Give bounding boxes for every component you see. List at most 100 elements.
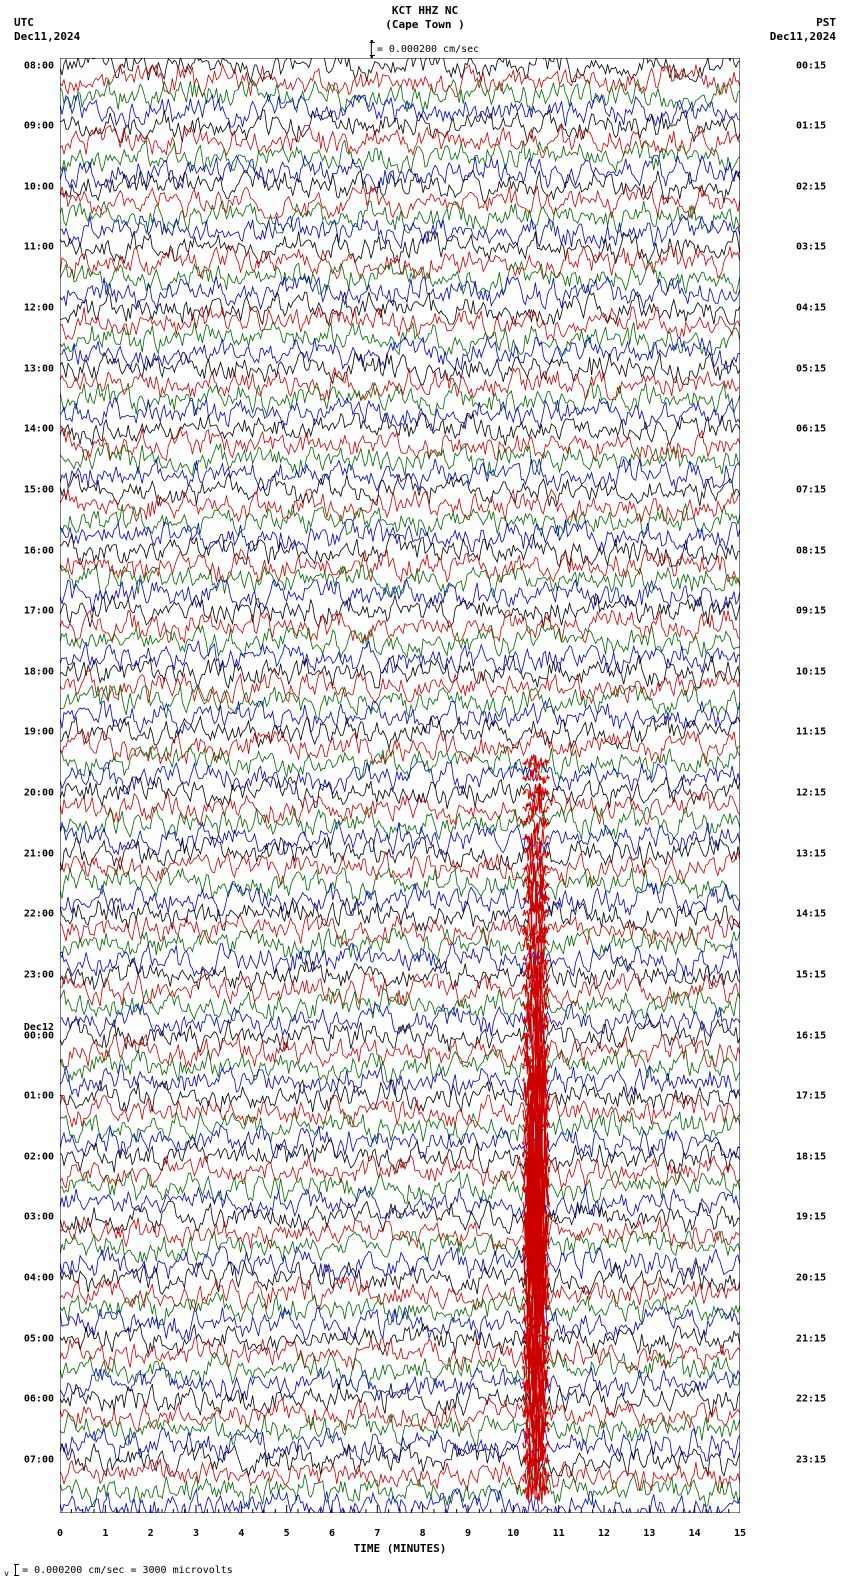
seismic-event <box>522 755 549 1504</box>
seismic-trace <box>60 216 740 248</box>
seismic-trace <box>60 989 740 1021</box>
scale-bar-icon <box>371 40 373 58</box>
seismic-trace <box>60 186 740 218</box>
pst-tick: 05:15 <box>796 363 826 374</box>
seismic-trace <box>60 322 740 354</box>
pst-tick: 17:15 <box>796 1091 826 1102</box>
pst-tick: 10:15 <box>796 666 826 677</box>
x-tick: 15 <box>734 1528 746 1539</box>
utc-tick: 03:00 <box>0 1212 54 1223</box>
utc-tick: 09:00 <box>0 121 54 132</box>
pst-tick: 02:15 <box>796 181 826 192</box>
utc-tick: 13:00 <box>0 363 54 374</box>
seismic-trace <box>60 110 740 142</box>
x-tick: 1 <box>102 1528 108 1539</box>
seismic-trace <box>60 610 740 642</box>
seismic-trace <box>60 1202 740 1234</box>
utc-tick: 16:00 <box>0 545 54 556</box>
utc-tick: 08:00 <box>0 60 54 71</box>
utc-tick: 07:00 <box>0 1454 54 1465</box>
pst-tick: 20:15 <box>796 1273 826 1284</box>
pst-tz-label: PST <box>816 16 836 29</box>
pst-tick: 00:15 <box>796 60 826 71</box>
seismic-trace <box>60 641 740 673</box>
pst-tick: 21:15 <box>796 1333 826 1344</box>
seismogram-plot <box>60 58 740 1513</box>
seismic-trace <box>60 1383 740 1415</box>
x-tick: 14 <box>689 1528 701 1539</box>
x-tick: 5 <box>284 1528 290 1539</box>
seismic-trace <box>60 595 740 627</box>
x-axis-title: TIME (MINUTES) <box>354 1542 447 1555</box>
utc-tick: 19:00 <box>0 727 54 738</box>
x-tick: 6 <box>329 1528 335 1539</box>
seismic-trace <box>60 1080 740 1112</box>
utc-tick: 21:00 <box>0 848 54 859</box>
pst-tick: 22:15 <box>796 1394 826 1405</box>
seismic-trace <box>60 535 740 567</box>
pst-tick: 16:15 <box>796 1030 826 1041</box>
utc-tick: 17:00 <box>0 606 54 617</box>
utc-tick: 06:00 <box>0 1394 54 1405</box>
seismic-trace <box>60 717 740 749</box>
x-tick: 11 <box>553 1528 565 1539</box>
seismic-trace <box>60 823 740 855</box>
seismic-trace <box>60 1399 740 1431</box>
pst-tick: 06:15 <box>796 424 826 435</box>
utc-date-label: Dec11,2024 <box>14 30 80 43</box>
utc-tick: 22:00 <box>0 909 54 920</box>
pst-tick: 08:15 <box>796 545 826 556</box>
seismic-trace <box>60 883 740 915</box>
seismic-trace <box>60 1308 740 1340</box>
utc-tick: 05:00 <box>0 1333 54 1344</box>
seismic-trace <box>60 1171 740 1203</box>
seismic-trace <box>60 1262 740 1294</box>
seismic-trace <box>60 565 740 597</box>
utc-tick: 18:00 <box>0 666 54 677</box>
x-tick: 0 <box>57 1528 63 1539</box>
pst-tick: 04:15 <box>796 303 826 314</box>
seismic-trace <box>60 398 740 430</box>
trace-canvas <box>60 58 740 1513</box>
pst-tick: 23:15 <box>796 1454 826 1465</box>
x-tick: 8 <box>420 1528 426 1539</box>
seismic-trace <box>60 156 740 188</box>
x-tick: 10 <box>507 1528 519 1539</box>
x-tick: 3 <box>193 1528 199 1539</box>
x-tick: 13 <box>643 1528 655 1539</box>
seismic-trace <box>60 141 740 173</box>
seismic-trace <box>60 1065 740 1097</box>
x-tick: 9 <box>465 1528 471 1539</box>
x-tick: 7 <box>374 1528 380 1539</box>
seismic-trace <box>60 459 740 491</box>
amplitude-scale-top: = 0.000200 cm/sec <box>371 40 479 58</box>
utc-tick: 10:00 <box>0 181 54 192</box>
utc-tick: 12:00 <box>0 303 54 314</box>
amplitude-scale-footer: v = 0.000200 cm/sec = 3000 microvolts <box>4 1565 233 1578</box>
seismic-trace <box>60 368 740 400</box>
location-title: (Cape Town ) <box>385 18 464 31</box>
utc-tick: 00:00 <box>0 1030 54 1041</box>
utc-tick: 15:00 <box>0 484 54 495</box>
pst-tick: 13:15 <box>796 848 826 859</box>
seismic-trace <box>60 656 740 688</box>
pst-tick: 18:15 <box>796 1151 826 1162</box>
utc-tick: 14:00 <box>0 424 54 435</box>
pst-date-label: Dec11,2024 <box>770 30 836 43</box>
pst-tick: 14:15 <box>796 909 826 920</box>
seismic-trace <box>60 701 740 733</box>
pst-tick: 12:15 <box>796 788 826 799</box>
seismic-trace <box>60 944 740 976</box>
pst-tick: 11:15 <box>796 727 826 738</box>
x-tick: 2 <box>148 1528 154 1539</box>
pst-tick: 15:15 <box>796 969 826 980</box>
utc-tz-label: UTC <box>14 16 34 29</box>
station-title: KCT HHZ NC <box>392 4 458 17</box>
seismic-trace <box>60 292 740 324</box>
seismic-trace <box>60 171 740 203</box>
seismic-trace <box>60 1035 740 1067</box>
pst-tick: 01:15 <box>796 121 826 132</box>
x-tick: 4 <box>238 1528 244 1539</box>
scale-text-top: = 0.000200 cm/sec <box>377 44 479 55</box>
pst-tick: 19:15 <box>796 1212 826 1223</box>
